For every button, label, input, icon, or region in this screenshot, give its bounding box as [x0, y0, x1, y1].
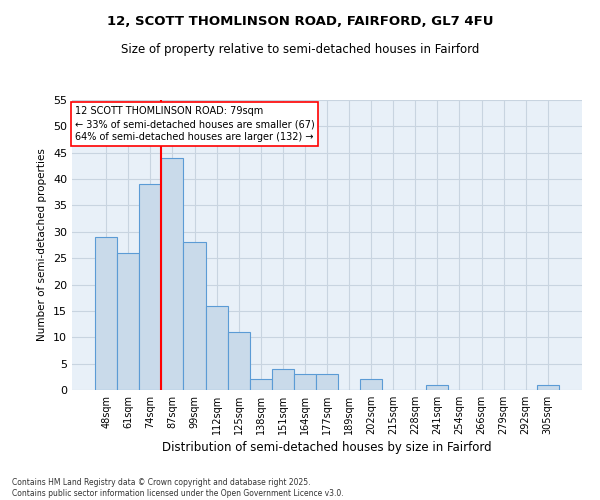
Y-axis label: Number of semi-detached properties: Number of semi-detached properties — [37, 148, 47, 342]
Bar — [360, 380, 382, 390]
Bar — [294, 374, 316, 390]
Text: Size of property relative to semi-detached houses in Fairford: Size of property relative to semi-detach… — [121, 42, 479, 56]
Bar — [206, 306, 227, 390]
Bar — [139, 184, 161, 390]
Bar — [427, 384, 448, 390]
Bar — [316, 374, 338, 390]
Text: 12, SCOTT THOMLINSON ROAD, FAIRFORD, GL7 4FU: 12, SCOTT THOMLINSON ROAD, FAIRFORD, GL7… — [107, 15, 493, 28]
Bar — [537, 384, 559, 390]
Text: 12 SCOTT THOMLINSON ROAD: 79sqm
← 33% of semi-detached houses are smaller (67)
6: 12 SCOTT THOMLINSON ROAD: 79sqm ← 33% of… — [74, 106, 314, 142]
Bar — [95, 237, 117, 390]
Bar — [184, 242, 206, 390]
X-axis label: Distribution of semi-detached houses by size in Fairford: Distribution of semi-detached houses by … — [162, 441, 492, 454]
Bar — [161, 158, 184, 390]
Text: Contains HM Land Registry data © Crown copyright and database right 2025.
Contai: Contains HM Land Registry data © Crown c… — [12, 478, 344, 498]
Bar — [250, 380, 272, 390]
Bar — [272, 369, 294, 390]
Bar — [117, 253, 139, 390]
Bar — [227, 332, 250, 390]
